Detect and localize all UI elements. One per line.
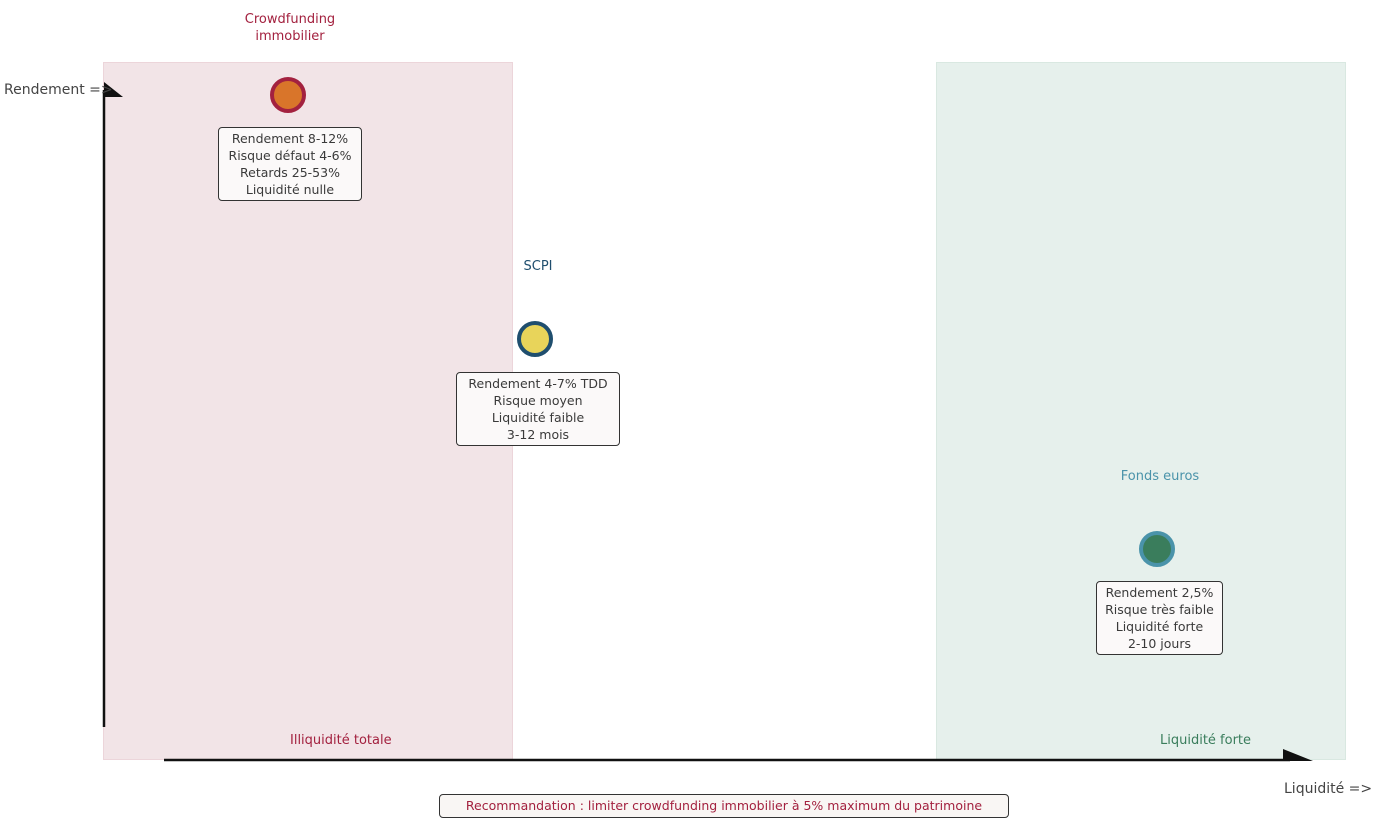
fonds-euros-point [1139, 531, 1175, 567]
x-axis-label: Liquidité => [1284, 781, 1373, 797]
crowdfunding-title-line-2: immobilier [255, 29, 325, 44]
crowdfunding-detail-liquidity: Liquidité nulle [245, 182, 335, 197]
crowdfunding-detail-delays: Retards 25-53% [240, 165, 340, 180]
crowdfunding-detail-risk: Risque défaut 4-6% [228, 148, 352, 163]
crowdfunding-detail-yield: Rendement 8-12% [231, 131, 349, 146]
fonds-euros-title-line: Fonds euros [1120, 469, 1200, 484]
fonds-euros-detail-delay: 2-10 jours [1127, 636, 1192, 651]
scpi-detail-yield: Rendement 4-7% TDD [468, 376, 608, 391]
crowdfunding-title-line-1: Crowdfunding [244, 12, 336, 27]
scpi-detail-risk: Risque moyen [493, 393, 583, 408]
fonds-euros-title: Fonds euros [1100, 468, 1220, 485]
recommendation-note: Recommandation : limiter crowdfunding im… [439, 794, 1009, 818]
x-axis-arrowhead-icon [1283, 749, 1313, 761]
crowdfunding-info-box: Rendement 8-12% Risque défaut 4-6% Retar… [218, 127, 362, 201]
liquidity-zone-label: Liquidité forte [1160, 733, 1252, 748]
crowdfunding-title: Crowdfunding immobilier [230, 11, 350, 45]
scpi-detail-liquidity: Liquidité faible [491, 410, 585, 425]
fonds-euros-info-box: Rendement 2,5% Risque très faible Liquid… [1096, 581, 1223, 655]
fonds-euros-detail-yield: Rendement 2,5% [1105, 585, 1214, 600]
illiquidity-zone-label: Illiquidité totale [290, 733, 392, 748]
y-axis-arrowhead-icon [104, 82, 123, 97]
scpi-point [517, 321, 553, 357]
crowdfunding-point [270, 77, 306, 113]
fonds-euros-detail-liquidity: Liquidité forte [1115, 619, 1204, 634]
scpi-info-box: Rendement 4-7% TDD Risque moyen Liquidit… [456, 372, 620, 446]
scpi-detail-delay: 3-12 mois [506, 427, 570, 442]
fonds-euros-detail-risk: Risque très faible [1105, 602, 1214, 617]
scpi-title: SCPI [508, 258, 568, 275]
y-axis-label: Rendement => [4, 82, 113, 98]
scpi-title-line: SCPI [523, 259, 553, 274]
